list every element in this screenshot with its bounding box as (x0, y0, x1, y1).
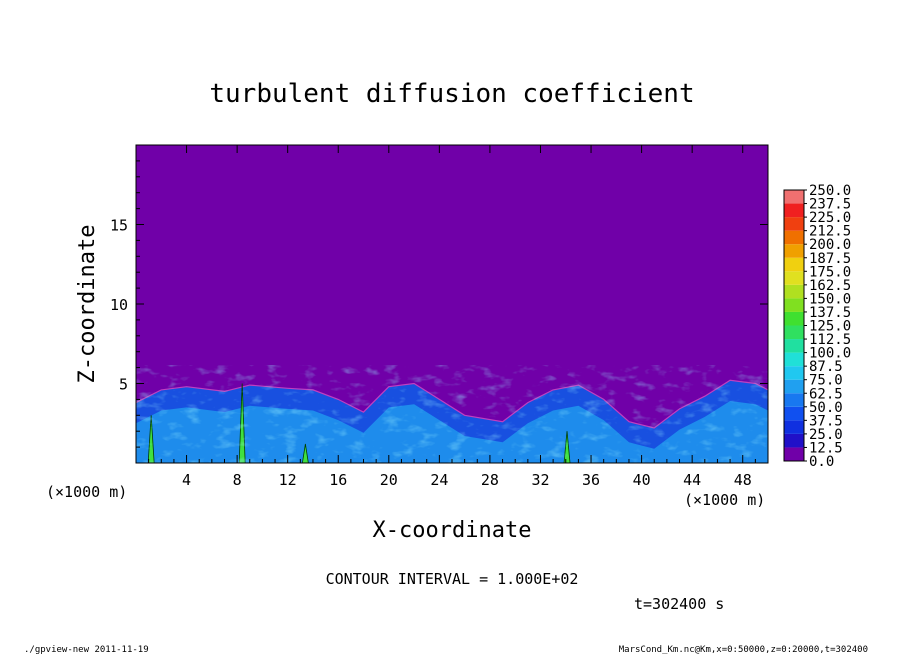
colorbar-swatch (784, 284, 804, 299)
colorbar-swatch (784, 217, 804, 231)
colorbar-label: 37.5 (809, 413, 843, 429)
z-tick-label: 15 (110, 217, 128, 235)
z-tick-label: 5 (119, 376, 128, 394)
x-tick-label: 16 (329, 471, 347, 489)
y-axis-label: Z-coordinate (75, 225, 100, 384)
colorbar-label: 150.0 (809, 291, 851, 307)
x-tick-label: 4 (182, 471, 191, 489)
colorbar-label: 50.0 (809, 400, 843, 416)
colorbar-swatch (784, 433, 804, 448)
colorbar-swatch (784, 366, 804, 380)
colorbar-label: 62.5 (809, 386, 843, 402)
colorbar-label: 200.0 (809, 237, 851, 253)
colorbar-label: 162.5 (809, 278, 851, 294)
colorbar-swatch (784, 325, 804, 340)
colorbar-swatch (784, 244, 804, 258)
x-unit-label-left: (×1000 m) (46, 483, 127, 501)
colorbar-label: 137.5 (809, 305, 851, 321)
colorbar-label: 87.5 (809, 359, 843, 375)
colorbar: 0.012.525.037.550.062.575.087.5100.0112.… (783, 183, 851, 470)
colorbar-label: 112.5 (809, 332, 851, 348)
colorbar-swatch (784, 230, 804, 245)
plot-area (136, 145, 768, 463)
colorbar-label: 0.0 (809, 454, 834, 470)
colorbar-label: 12.5 (809, 440, 843, 456)
colorbar-label: 175.0 (809, 264, 851, 280)
x-unit-label-right: (×1000 m) (684, 491, 765, 509)
colorbar-label: 250.0 (809, 183, 851, 199)
footer-left: ./gpview-new 2011-11-19 (24, 645, 149, 654)
x-axis-label: X-coordinate (373, 518, 532, 543)
x-axis: 4 8 12 16 20 24 28 32 36 40 44 48 (148, 145, 756, 489)
colorbar-label: 225.0 (809, 210, 851, 226)
colorbar-label: 237.5 (809, 197, 851, 213)
x-tick-label: 36 (582, 471, 600, 489)
colorbar-swatch (784, 271, 804, 285)
x-tick-label: 8 (233, 471, 242, 489)
chart-title: turbulent diffusion coefficient (209, 79, 694, 109)
colorbar-label: 187.5 (809, 251, 851, 267)
colorbar-swatch (784, 447, 804, 461)
colorbar-swatch (784, 420, 804, 434)
colorbar-label: 125.0 (809, 319, 851, 335)
colorbar-swatch (784, 339, 804, 353)
time-text: t=302400 s (634, 595, 724, 613)
footer-right: MarsCond_Km.nc@Km,x=0:50000,z=0:20000,t=… (619, 645, 868, 654)
colorbar-swatch (784, 203, 804, 218)
x-tick-label: 28 (481, 471, 499, 489)
colorbar-swatch (784, 379, 804, 394)
colorbar-swatch (784, 190, 804, 204)
colorbar-swatch (784, 406, 804, 421)
colorbar-label: 100.0 (809, 346, 851, 362)
contour-interval-text: CONTOUR INTERVAL = 1.000E+02 (326, 570, 579, 588)
colorbar-label: 212.5 (809, 224, 851, 240)
colorbar-label: 25.0 (809, 427, 843, 443)
x-tick-label: 24 (430, 471, 448, 489)
colorbar-label: 75.0 (809, 373, 843, 389)
x-tick-label: 12 (279, 471, 297, 489)
z-axis: 5 10 15 (110, 160, 768, 448)
z-tick-label: 10 (110, 296, 128, 314)
turbulence-texture (136, 365, 768, 463)
x-tick-label: 48 (734, 471, 752, 489)
colorbar-swatch (784, 298, 804, 312)
colorbar-swatch (784, 257, 804, 272)
colorbar-swatch (784, 311, 804, 326)
x-tick-label: 44 (683, 471, 701, 489)
colorbar-swatch (784, 352, 804, 367)
x-tick-label: 40 (633, 471, 651, 489)
colorbar-swatch (784, 393, 804, 407)
x-tick-label: 32 (531, 471, 549, 489)
x-tick-label: 20 (380, 471, 398, 489)
